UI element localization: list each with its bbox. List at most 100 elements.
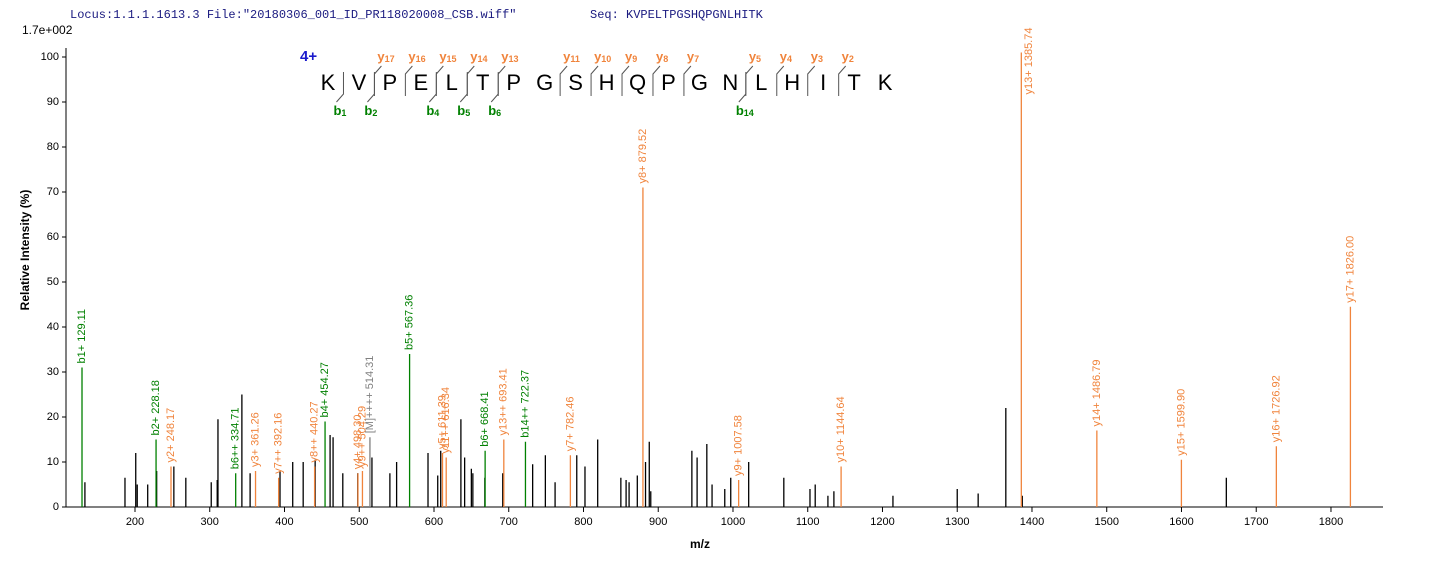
- y-ion-marker: [466, 65, 475, 96]
- peak-label: b2+ 228.18: [150, 380, 162, 435]
- y-ion-letter: y: [811, 49, 819, 64]
- y-ion-letter: y: [842, 49, 850, 64]
- x-tick-label: 600: [425, 516, 443, 528]
- b-ion-marker: [367, 72, 375, 103]
- y-ion-letter: y: [470, 49, 478, 64]
- y-ion-marker: [652, 65, 661, 96]
- x-tick-label: 1800: [1319, 516, 1343, 528]
- y-tick-label: 40: [47, 321, 59, 333]
- y-ion-number: 8: [663, 54, 668, 64]
- residue: K: [878, 70, 893, 95]
- b-ion-marker: [490, 72, 499, 103]
- b-ion-letter: b: [364, 103, 372, 118]
- residue: Q: [629, 70, 646, 95]
- y-ion-number: 5: [756, 54, 761, 64]
- y-ion-marker: [497, 65, 506, 96]
- residue: P: [661, 70, 676, 95]
- b-ion-marker: [738, 72, 747, 103]
- y-ion-marker: [404, 65, 413, 96]
- peak-label: y3+ 361.26: [249, 412, 261, 467]
- b-ion-marker: [336, 72, 344, 103]
- y-ion-label: y16: [408, 49, 425, 64]
- y-ion-marker: [683, 65, 692, 96]
- y-ion-marker: [776, 65, 785, 96]
- y-ion-label: y17: [377, 49, 394, 64]
- sequence-label: Seq: KVPELTPGSHQPGNLHITK: [590, 8, 764, 22]
- y-ion-letter: y: [594, 49, 602, 64]
- b-ion-number: 2: [372, 108, 377, 118]
- y-ion-marker: [838, 65, 847, 96]
- peak-label: y5+ 611.39: [436, 395, 448, 449]
- y-ion-label: y2: [842, 49, 854, 64]
- x-tick-label: 800: [574, 516, 592, 528]
- peak-label: b6++ 334.71: [230, 407, 242, 469]
- y-ion-number: 14: [478, 54, 488, 64]
- y-ion-label: y5: [749, 49, 761, 64]
- y-ion-number: 13: [508, 54, 518, 64]
- y-tick-label: 60: [47, 231, 59, 243]
- y-ion-letter: y: [780, 49, 788, 64]
- header: Locus:1.1.1.1613.3 File:"20180306_001_ID…: [70, 8, 516, 22]
- y-ion-label: y9: [625, 49, 637, 64]
- b-ion-label: b1: [333, 103, 346, 118]
- residue: V: [352, 70, 367, 95]
- peak-label: b5+ 567.36: [403, 295, 415, 350]
- residue: P: [506, 70, 521, 95]
- b-ion-letter: b: [457, 103, 465, 118]
- x-tick-label: 1100: [796, 516, 820, 528]
- y-ion-label: y14: [470, 49, 487, 64]
- y-tick-label: 0: [53, 501, 59, 513]
- residue: I: [820, 70, 826, 95]
- y-ion-number: 16: [416, 54, 426, 64]
- residue: G: [536, 70, 553, 95]
- y-ion-label: y11: [563, 49, 580, 64]
- residue: H: [599, 70, 615, 95]
- y-ion-number: 3: [818, 54, 823, 64]
- scale-label: 1.7e+002: [22, 23, 73, 37]
- peak-label: y14+ 1486.79: [1091, 360, 1103, 427]
- residue: T: [476, 70, 489, 95]
- y-tick-label: 30: [47, 366, 59, 378]
- y-ion-label: y10: [594, 49, 611, 64]
- peak-label: y13+ 1385.74: [1023, 28, 1035, 95]
- y-ion-label: y13: [501, 49, 518, 64]
- x-tick-label: 1600: [1169, 516, 1193, 528]
- peak-label: b4+ 454.27: [319, 362, 331, 417]
- b-ion-label: b6: [488, 103, 501, 118]
- y-ion-marker: [745, 65, 754, 96]
- peak-label: y15+ 1599.90: [1175, 389, 1187, 456]
- x-tick-label: 1700: [1244, 516, 1268, 528]
- y-tick-label: 90: [47, 96, 59, 108]
- b-ion-marker: [459, 72, 468, 103]
- peak-label: y4+ 498.30: [352, 415, 364, 470]
- peak-label: y17+ 1826.00: [1344, 236, 1356, 303]
- y-ion-letter: y: [501, 49, 509, 64]
- x-tick-label: 1000: [721, 516, 745, 528]
- x-tick-label: 1400: [1020, 516, 1044, 528]
- x-tick-label: 1300: [945, 516, 969, 528]
- y-ion-number: 11: [570, 54, 580, 64]
- x-tick-label: 900: [649, 516, 667, 528]
- peak-label: y8+ 879.52: [637, 129, 649, 184]
- b-ion-letter: b: [488, 103, 496, 118]
- peak-label: y7+ 782.46: [564, 397, 576, 452]
- y-ion-marker: [373, 65, 382, 96]
- peak-label: y9+ 1007.58: [733, 415, 745, 476]
- y-ion-number: 15: [447, 54, 457, 64]
- y-ion-marker: [435, 65, 444, 96]
- x-tick-label: 1200: [870, 516, 894, 528]
- y-ion-number: 2: [849, 54, 854, 64]
- residue: H: [784, 70, 800, 95]
- b-ion-number: 6: [496, 108, 501, 118]
- x-tick-label: 400: [275, 516, 293, 528]
- b-ion-label: b4: [426, 103, 439, 118]
- y-ion-number: 7: [694, 54, 699, 64]
- y-ion-letter: y: [749, 49, 757, 64]
- y-ion-number: 10: [601, 54, 611, 64]
- b-ion-number: 5: [465, 108, 470, 118]
- y-ion-number: 9: [632, 54, 637, 64]
- b-ion-number: 1: [341, 108, 346, 118]
- x-tick-label: 1500: [1094, 516, 1118, 528]
- y-ion-label: y8: [656, 49, 668, 64]
- b-ion-label: b14: [736, 103, 754, 118]
